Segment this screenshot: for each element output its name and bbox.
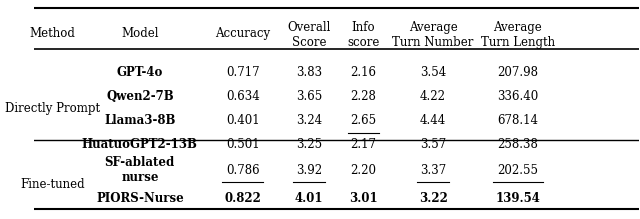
Text: Accuracy: Accuracy [215,27,270,40]
Text: GPT-4o: GPT-4o [116,66,163,79]
Text: 3.83: 3.83 [296,66,322,79]
Text: 3.65: 3.65 [296,90,323,103]
Text: 2.28: 2.28 [351,90,376,103]
Text: Fine-tuned: Fine-tuned [20,178,84,191]
Text: 2.16: 2.16 [351,66,376,79]
Text: 4.01: 4.01 [295,192,323,205]
Text: 202.55: 202.55 [497,164,538,177]
Text: 3.24: 3.24 [296,114,322,127]
Text: Model: Model [121,27,159,40]
Text: SF-ablated
nurse: SF-ablated nurse [105,156,175,184]
Text: Directly Prompt: Directly Prompt [4,102,100,115]
Text: 0.786: 0.786 [226,164,259,177]
Text: 0.717: 0.717 [226,66,259,79]
Text: 3.37: 3.37 [420,164,446,177]
Text: 3.57: 3.57 [420,138,446,151]
Text: 2.20: 2.20 [351,164,376,177]
Text: 3.01: 3.01 [349,192,378,205]
Text: 336.40: 336.40 [497,90,538,103]
Text: 3.25: 3.25 [296,138,322,151]
Text: Method: Method [29,27,75,40]
Text: Qwen2-7B: Qwen2-7B [106,90,173,103]
Text: Info
score: Info score [348,21,380,49]
Text: HuatuoGPT2-13B: HuatuoGPT2-13B [82,138,198,151]
Text: 0.401: 0.401 [226,114,259,127]
Text: 4.44: 4.44 [420,114,446,127]
Text: 678.14: 678.14 [497,114,538,127]
Text: Average
Turn Number: Average Turn Number [392,21,474,49]
Text: 2.17: 2.17 [351,138,376,151]
Text: 0.634: 0.634 [226,90,259,103]
Text: 2.65: 2.65 [351,114,376,127]
Text: PIORS-Nurse: PIORS-Nurse [96,192,184,205]
Text: 139.54: 139.54 [495,192,540,205]
Text: 3.22: 3.22 [419,192,447,205]
Text: 4.22: 4.22 [420,90,446,103]
Text: 258.38: 258.38 [497,138,538,151]
Text: 207.98: 207.98 [497,66,538,79]
Text: 0.501: 0.501 [226,138,259,151]
Text: 3.92: 3.92 [296,164,322,177]
Text: 3.54: 3.54 [420,66,446,79]
Text: Llama3-8B: Llama3-8B [104,114,175,127]
Text: 0.822: 0.822 [224,192,261,205]
Text: Overall
Score: Overall Score [287,21,331,49]
Text: Average
Turn Length: Average Turn Length [481,21,555,49]
